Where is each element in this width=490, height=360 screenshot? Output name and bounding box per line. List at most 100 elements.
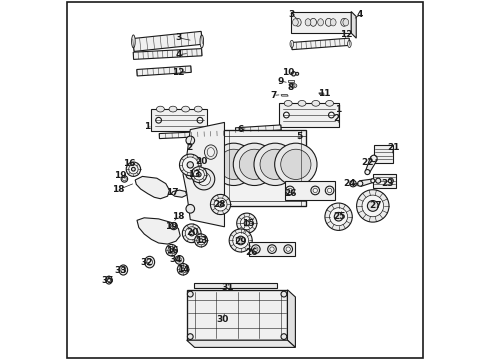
Ellipse shape xyxy=(132,35,135,48)
Polygon shape xyxy=(151,109,207,131)
Polygon shape xyxy=(133,49,202,59)
Circle shape xyxy=(175,256,184,264)
Circle shape xyxy=(376,178,381,183)
Ellipse shape xyxy=(200,35,204,48)
Circle shape xyxy=(236,236,245,245)
Circle shape xyxy=(197,172,201,177)
Polygon shape xyxy=(159,131,223,139)
Ellipse shape xyxy=(145,256,155,268)
Circle shape xyxy=(214,198,227,211)
Ellipse shape xyxy=(293,19,298,26)
Ellipse shape xyxy=(310,18,317,26)
Ellipse shape xyxy=(119,265,127,275)
Ellipse shape xyxy=(343,19,349,26)
Circle shape xyxy=(357,190,389,222)
Circle shape xyxy=(328,112,334,118)
Circle shape xyxy=(260,149,290,180)
Polygon shape xyxy=(292,38,350,50)
Text: 34: 34 xyxy=(170,256,182,264)
Circle shape xyxy=(325,203,352,230)
Polygon shape xyxy=(248,242,295,256)
Text: 27: 27 xyxy=(369,202,382,210)
Ellipse shape xyxy=(156,106,164,112)
Text: 29: 29 xyxy=(234,237,247,246)
Circle shape xyxy=(156,117,162,123)
Circle shape xyxy=(210,194,231,215)
Ellipse shape xyxy=(207,148,215,157)
Polygon shape xyxy=(373,174,396,188)
Circle shape xyxy=(126,162,141,176)
Circle shape xyxy=(218,202,223,207)
Text: 18: 18 xyxy=(112,185,124,194)
Circle shape xyxy=(330,208,347,226)
Circle shape xyxy=(388,178,393,183)
Text: 14: 14 xyxy=(177,265,190,274)
Text: 3: 3 xyxy=(289,10,295,19)
Ellipse shape xyxy=(325,18,332,26)
Text: 8: 8 xyxy=(288,83,294,92)
Text: 12: 12 xyxy=(172,68,185,77)
Ellipse shape xyxy=(298,100,306,106)
Ellipse shape xyxy=(284,100,292,106)
Text: 19: 19 xyxy=(115,171,127,180)
Circle shape xyxy=(334,212,343,221)
Circle shape xyxy=(313,188,318,193)
Circle shape xyxy=(325,186,334,195)
Circle shape xyxy=(281,291,287,297)
Polygon shape xyxy=(223,130,306,206)
Circle shape xyxy=(219,149,249,180)
Circle shape xyxy=(239,149,270,180)
Polygon shape xyxy=(366,157,377,173)
Text: 33: 33 xyxy=(115,266,127,275)
Circle shape xyxy=(177,264,189,275)
Circle shape xyxy=(368,201,378,211)
Circle shape xyxy=(254,247,258,251)
Ellipse shape xyxy=(312,100,320,106)
Circle shape xyxy=(286,247,291,251)
Circle shape xyxy=(292,72,296,76)
Ellipse shape xyxy=(292,85,295,87)
Circle shape xyxy=(284,245,293,253)
Text: 21: 21 xyxy=(387,143,399,152)
Circle shape xyxy=(371,179,375,183)
Circle shape xyxy=(182,268,185,271)
Text: 19: 19 xyxy=(165,222,177,231)
Polygon shape xyxy=(288,290,295,347)
Circle shape xyxy=(275,143,317,185)
Ellipse shape xyxy=(347,40,351,48)
Polygon shape xyxy=(133,31,202,51)
Polygon shape xyxy=(285,181,335,200)
Circle shape xyxy=(182,157,198,173)
Circle shape xyxy=(193,168,215,190)
Circle shape xyxy=(251,245,260,253)
Text: 25: 25 xyxy=(333,212,345,221)
Polygon shape xyxy=(360,179,373,186)
Circle shape xyxy=(195,234,208,247)
Polygon shape xyxy=(319,93,324,94)
Text: 35: 35 xyxy=(101,276,114,284)
Circle shape xyxy=(233,233,248,248)
Circle shape xyxy=(268,245,276,253)
Circle shape xyxy=(187,162,194,168)
Text: 23: 23 xyxy=(381,179,393,188)
Circle shape xyxy=(187,334,193,339)
Polygon shape xyxy=(183,122,224,227)
Text: 5: 5 xyxy=(296,132,302,141)
Polygon shape xyxy=(135,176,170,199)
Circle shape xyxy=(229,229,252,252)
Ellipse shape xyxy=(330,19,336,26)
Circle shape xyxy=(170,222,177,230)
Text: 2: 2 xyxy=(186,143,193,152)
Circle shape xyxy=(311,186,319,195)
Text: 1: 1 xyxy=(336,105,342,114)
Ellipse shape xyxy=(318,19,323,26)
Text: 20: 20 xyxy=(187,228,199,237)
Circle shape xyxy=(197,173,210,186)
Polygon shape xyxy=(187,340,295,347)
Ellipse shape xyxy=(341,18,347,26)
Polygon shape xyxy=(374,145,393,163)
Text: 13: 13 xyxy=(195,236,207,245)
Text: 6: 6 xyxy=(238,125,244,134)
Text: 22: 22 xyxy=(361,158,374,167)
Text: 10: 10 xyxy=(282,68,294,77)
